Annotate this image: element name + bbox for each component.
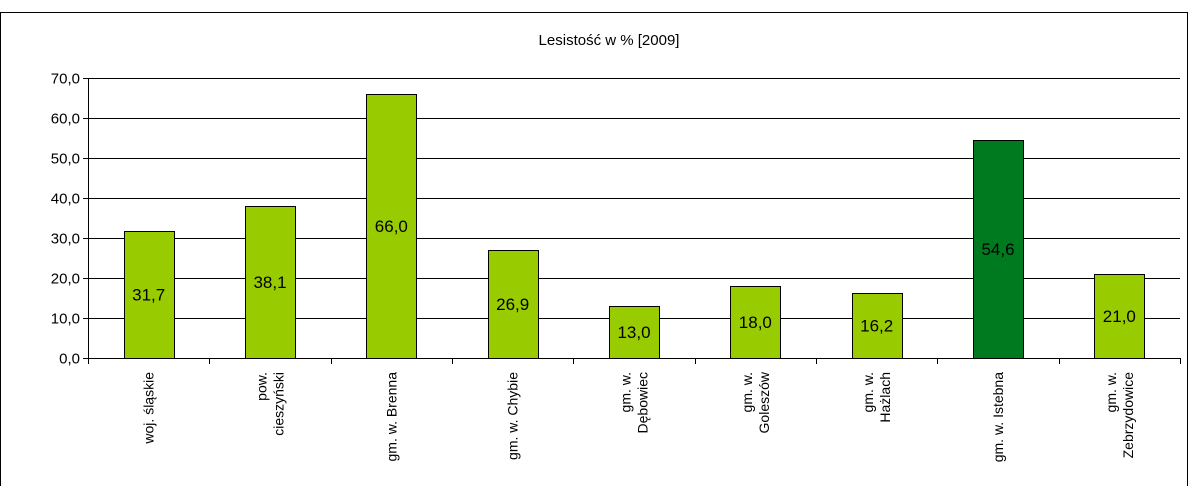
x-tick-label: gm. w.Zebrzydowice: [1103, 372, 1136, 459]
data-label: 21,0: [1103, 307, 1136, 326]
label-layer: 31,7 38,1 66,0 26,9 13,0 18,0 16,2 54,6 21,0 woj.…: [132, 217, 1136, 462]
axis-layer: 0,0 10,0 20,0 30,0 40,0 50,0 60,0 70,0: [51, 71, 1181, 368]
x-tick-label-line: Dębowiec: [635, 372, 651, 433]
y-tick-label: 10,0: [51, 311, 80, 328]
x-tick-label-line: gm. w. Chybie: [505, 372, 521, 460]
x-tick-label: gm. w. Brenna: [383, 372, 399, 462]
data-label: 38,1: [253, 273, 286, 292]
bar: [852, 293, 903, 359]
data-label: 31,7: [132, 286, 165, 305]
x-tick-label-line: gm. w.: [860, 372, 876, 412]
bar: [488, 250, 539, 359]
y-tick-label: 30,0: [51, 231, 80, 248]
x-tick-label-line: woj. śląskie: [141, 372, 157, 445]
x-tick-label: gm. w.Dębowiec: [618, 372, 651, 433]
data-label: 66,0: [375, 217, 408, 236]
x-tick-label-line: Hażlach: [877, 372, 893, 423]
x-tick-label: gm. w. Istebna: [990, 372, 1006, 462]
x-tick-label-line: gm. w.: [1103, 372, 1119, 412]
y-tick-label: 70,0: [51, 71, 80, 88]
x-tick-label: gm. w.Hażlach: [860, 372, 893, 423]
x-tick-label-line: cieszyński: [271, 372, 287, 436]
data-label: 26,9: [496, 295, 529, 314]
bar: [609, 306, 660, 359]
y-tick-label: 60,0: [51, 111, 80, 128]
x-tick-label: gm. w. Chybie: [505, 372, 521, 460]
y-tick-label: 40,0: [51, 191, 80, 208]
chart-title: Lesistość w % [2009]: [539, 32, 680, 49]
data-label: 18,0: [739, 313, 772, 332]
bar: [366, 94, 417, 359]
bar: [730, 286, 781, 359]
data-label: 54,6: [981, 240, 1014, 259]
x-tick-label-line: gm. w.: [618, 372, 634, 412]
x-tick-label: gm. w.Goleszów: [739, 371, 772, 433]
bar-layer: [124, 94, 1145, 359]
x-tick-label-line: gm. w. Brenna: [383, 372, 399, 462]
bar: [1094, 274, 1145, 359]
y-tick-label: 50,0: [51, 151, 80, 168]
y-tick-label: 20,0: [51, 271, 80, 288]
y-tick-label: 0,0: [59, 351, 80, 368]
bar: [124, 231, 175, 359]
bar: [245, 206, 296, 359]
x-tick-label-line: pow.: [254, 372, 270, 401]
x-tick-label-line: Goleszów: [756, 371, 772, 433]
data-label: 13,0: [617, 323, 650, 342]
x-tick-label: pow.cieszyński: [254, 372, 287, 436]
x-tick-label-line: gm. w. Istebna: [990, 372, 1006, 462]
x-tick-label-line: Zebrzydowice: [1120, 372, 1136, 459]
x-tick-label-line: gm. w.: [739, 372, 755, 412]
data-label: 16,2: [860, 317, 893, 336]
bar: [973, 140, 1024, 359]
x-tick-label: woj. śląskie: [141, 372, 157, 445]
